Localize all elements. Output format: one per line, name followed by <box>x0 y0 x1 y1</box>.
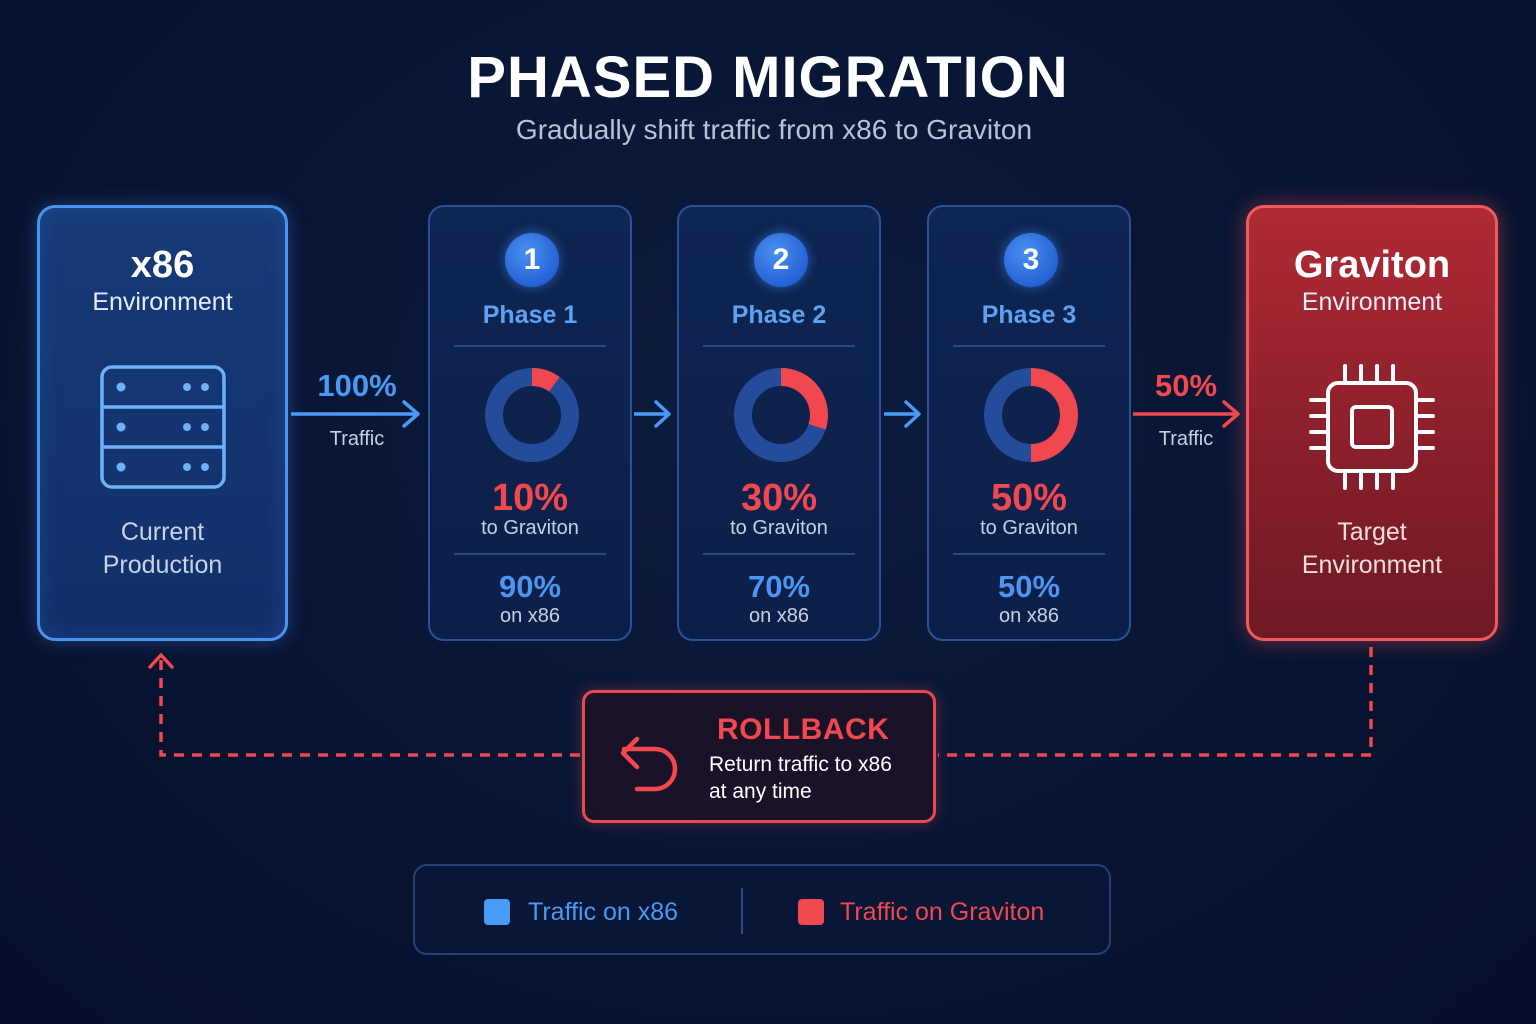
graviton-label: to Graviton <box>730 517 828 539</box>
graviton-percent: 30% <box>740 477 818 519</box>
rollback-title: ROLLBACK <box>717 713 890 746</box>
graviton-percent: 50% <box>990 477 1068 519</box>
x86-percent: 70% <box>747 569 811 604</box>
x86-label: on x86 <box>499 605 561 627</box>
rollback-path <box>148 647 1373 757</box>
phase-card-2: 2 Phase 2 30% to Graviton 70% on x86 <box>677 205 881 641</box>
x86-footer-line1: Current <box>120 518 205 546</box>
page-title: PHASED MIGRATION <box>467 45 1069 110</box>
phase-divider <box>703 553 855 555</box>
x86-env-name: x86 <box>130 244 195 286</box>
legend-label-x86: Traffic on x86 <box>528 898 679 926</box>
phase-number-badge: 3 <box>1004 233 1058 287</box>
phase2-to-phase3-arrow <box>884 400 921 428</box>
donut-graviton-segment <box>531 368 560 392</box>
phase-card-1: 1 Phase 1 10% to Graviton 90% on x86 <box>428 205 632 641</box>
phase-divider <box>454 345 606 347</box>
phase-divider <box>953 345 1105 347</box>
cpu-chip-icon <box>1309 364 1435 490</box>
traffic-donut <box>485 368 579 462</box>
legend: Traffic on x86 Traffic on Graviton <box>413 864 1111 955</box>
legend-swatch-x86 <box>484 899 510 925</box>
server-rack-icon <box>100 365 226 489</box>
graviton-env-footer: Target Environment <box>1249 516 1495 582</box>
phase-number-badge: 1 <box>505 233 559 287</box>
x86-env-footer: Current Production <box>40 516 285 582</box>
rollback-description: Return traffic to x86 at any time <box>709 751 892 805</box>
donut-graviton-segment <box>1030 368 1078 462</box>
rollback-box: ROLLBACK Return traffic to x86 at any ti… <box>582 690 936 823</box>
graviton-env-name: Graviton <box>1293 244 1451 286</box>
graviton-percent: 10% <box>491 477 569 519</box>
donut-graviton-segment <box>780 368 828 430</box>
phase-divider <box>454 553 606 555</box>
phase-name: Phase 3 <box>981 301 1077 329</box>
legend-label-graviton: Traffic on Graviton <box>840 898 1045 926</box>
legend-swatch-graviton <box>798 899 824 925</box>
x86-env-subtitle: Environment <box>92 288 233 316</box>
traffic-donut <box>984 368 1078 462</box>
graviton-footer-line1: Target <box>1337 518 1407 546</box>
graviton-environment-card: Graviton Environment Target Environment <box>1246 205 1498 641</box>
rollback-line1: Return traffic to x86 <box>709 753 892 776</box>
graviton-env-subtitle: Environment <box>1301 288 1443 316</box>
phase-name: Phase 1 <box>482 301 578 329</box>
graviton-label: to Graviton <box>980 517 1078 539</box>
graviton-label: to Graviton <box>481 517 579 539</box>
rollback-line2: at any time <box>709 780 812 803</box>
inbound-label: Traffic <box>329 428 385 450</box>
phase-divider <box>953 553 1105 555</box>
x86-environment-card: x86 Environment Current Production <box>37 205 288 641</box>
outbound-arrow <box>1133 400 1240 428</box>
x86-footer-line2: Production <box>102 551 223 579</box>
x86-percent: 90% <box>498 569 562 604</box>
traffic-donut <box>734 368 828 462</box>
phase1-to-phase2-arrow <box>634 400 671 428</box>
inbound-arrow <box>291 400 420 428</box>
page-subtitle: Gradually shift traffic from x86 to Grav… <box>515 114 1033 145</box>
x86-label: on x86 <box>998 605 1060 627</box>
legend-separator <box>741 888 743 934</box>
phase-name: Phase 2 <box>731 301 827 329</box>
x86-label: on x86 <box>748 605 810 627</box>
phase-card-3: 3 Phase 3 50% to Graviton 50% on x86 <box>927 205 1131 641</box>
graviton-footer-line2: Environment <box>1301 551 1443 579</box>
phase-number-badge: 2 <box>754 233 808 287</box>
phase-divider <box>703 345 855 347</box>
outbound-label: Traffic <box>1158 428 1214 450</box>
donut-x86-segment <box>485 368 579 462</box>
x86-percent: 50% <box>997 569 1061 604</box>
undo-arrow-icon <box>620 736 678 792</box>
outbound-percent: 50% <box>1154 368 1218 403</box>
inbound-percent: 100% <box>317 368 397 403</box>
